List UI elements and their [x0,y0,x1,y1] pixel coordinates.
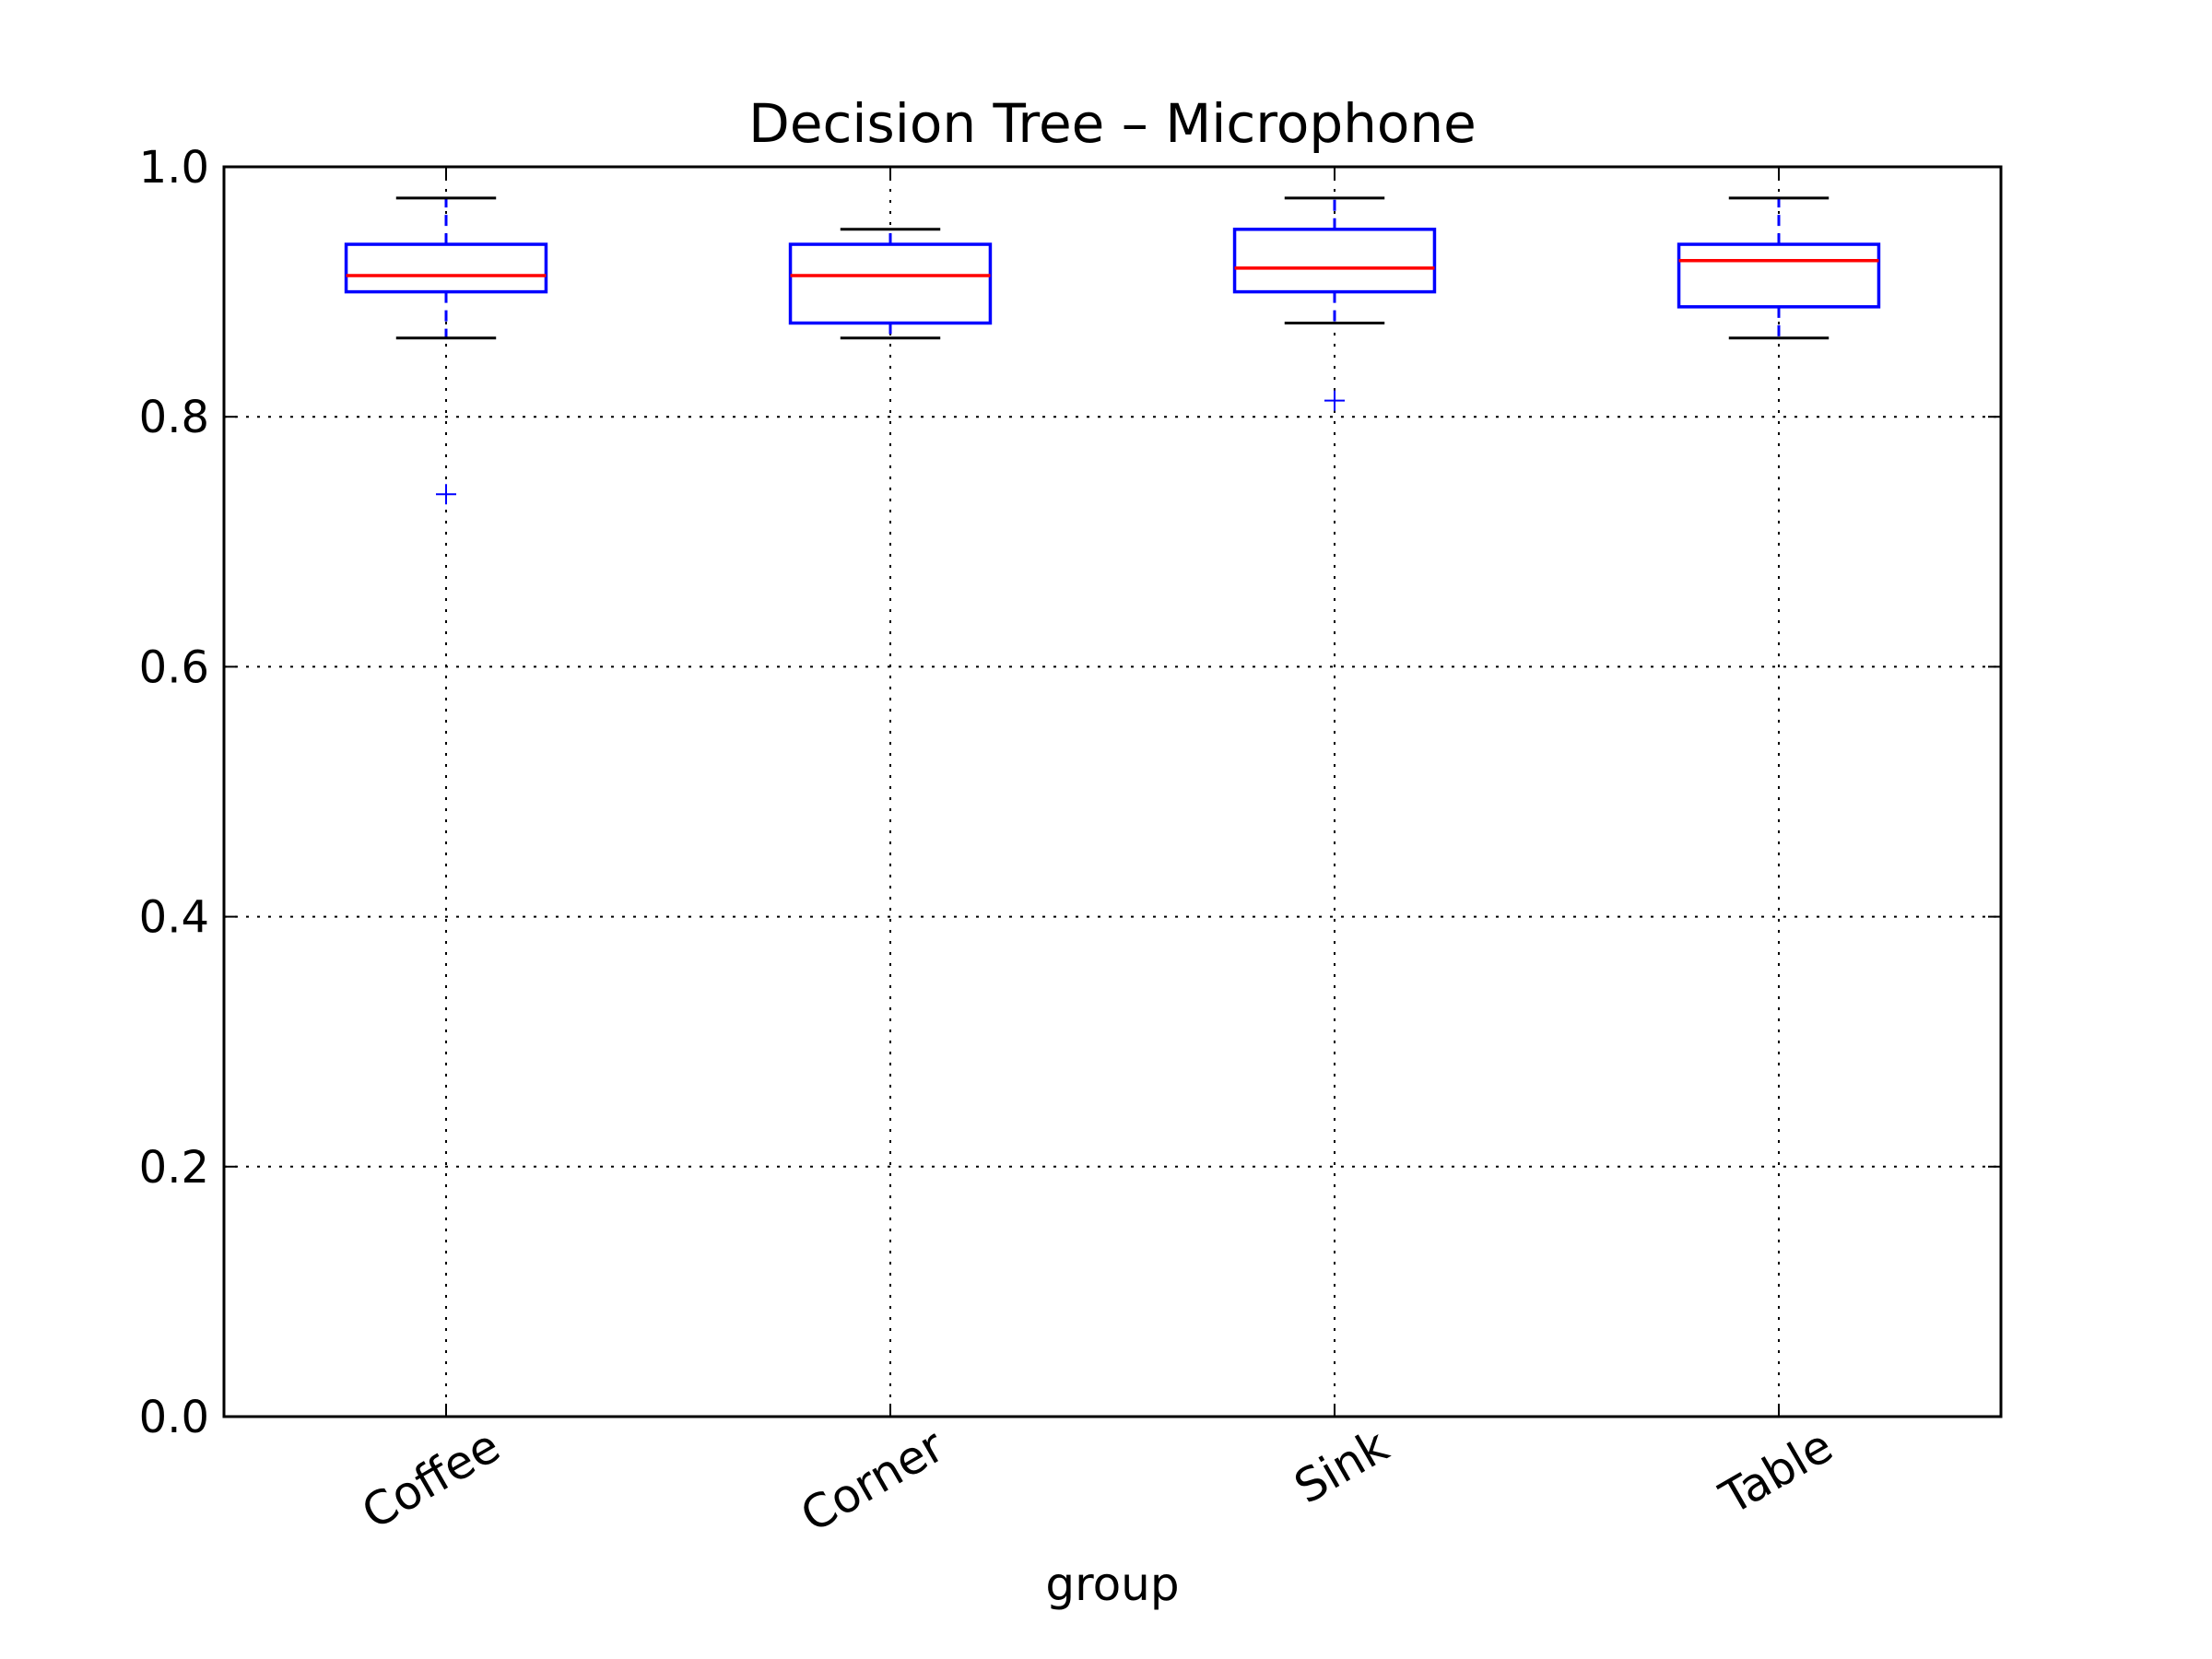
box [1677,242,1881,309]
box-group [788,228,993,340]
outlier-marker [436,484,456,505]
x-axis-label: group [1045,1558,1179,1611]
box-group [1232,196,1437,411]
y-tick-label: 0.4 [139,892,209,944]
box [788,242,993,325]
y-tick-label: 0.0 [139,1392,209,1443]
box-group [1677,196,1881,340]
grid-lines [224,167,2001,1417]
y-tick-label: 0.8 [139,392,209,443]
box-group [344,196,548,505]
y-tick-label: 0.6 [139,641,209,693]
box-plots [344,196,1881,505]
box [1232,228,1437,294]
outlier-marker [1324,390,1345,411]
box [344,242,548,294]
y-tick-labels: 0.0 0.2 0.4 0.6 0.8 1.0 [139,142,209,1443]
chart-title: Decision Tree – Microphone [748,92,1477,155]
y-tick-label: 1.0 [139,142,209,194]
y-tick-label: 0.2 [139,1142,209,1194]
plot-area-frame [222,165,2003,1418]
